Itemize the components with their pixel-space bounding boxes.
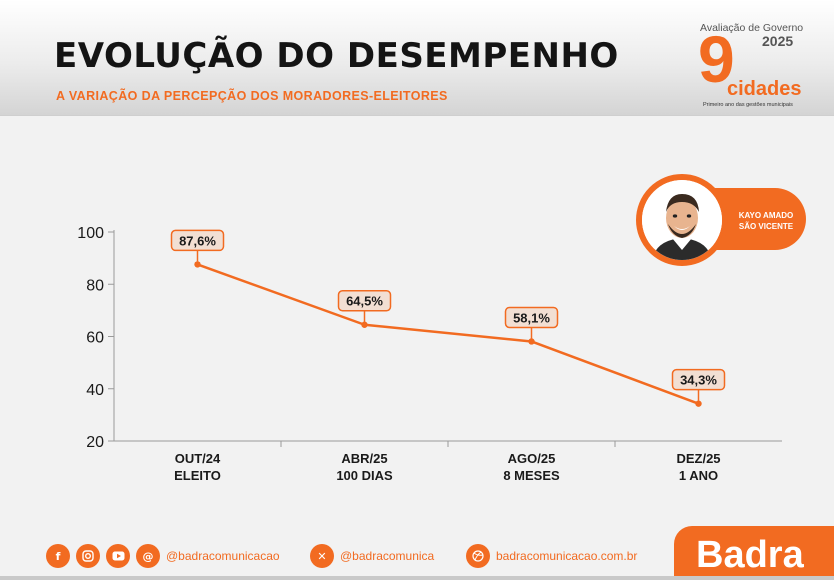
social-group-web: badracomunicacao.com.br — [466, 544, 637, 568]
logo-tagline: Primeiro ano das gestões municipais — [703, 102, 793, 108]
logo-word: cidades — [727, 78, 802, 100]
x-tick-sublabel: 1 ANO — [679, 468, 718, 483]
y-tick-label: 20 — [86, 434, 104, 451]
y-tick-label: 60 — [86, 330, 104, 347]
chart-x-labels: OUT/24 ELEITO ABR/25 100 DIAS AGO/25 8 MESES D… — [174, 451, 720, 483]
portrait-illustration-icon — [642, 180, 722, 260]
logo-year: 2025 — [762, 33, 794, 49]
data-point — [361, 321, 368, 328]
bottom-divider — [0, 576, 834, 580]
value-label: 64,5% — [346, 294, 383, 309]
x-tick-sublabel: 8 MESES — [503, 468, 560, 483]
y-tick-label: 80 — [86, 277, 104, 294]
data-point — [528, 338, 535, 345]
value-label-box — [504, 306, 559, 329]
value-label: 87,6% — [179, 233, 216, 248]
badge-name: KAYO AMADO SÃO VICENTE — [726, 210, 806, 232]
website-link[interactable]: badracomunicacao.com.br — [496, 549, 638, 563]
facebook-icon[interactable]: f — [46, 544, 70, 568]
x-tick-sublabel: ELEITO — [174, 468, 221, 483]
x-tick-sublabel: 100 DIAS — [336, 468, 393, 483]
x-tick-label: AGO/25 — [508, 451, 556, 466]
chart-y-ticks: 20 40 60 80 100 — [77, 225, 114, 451]
series-line — [197, 263, 699, 405]
mayor-badge: KAYO AMADO SÃO VICENTE — [636, 174, 808, 266]
x-tick-label: ABR/25 — [341, 451, 387, 466]
chart-axes — [113, 230, 782, 447]
value-label-box — [671, 368, 726, 391]
data-point — [194, 261, 201, 268]
chart-series — [194, 261, 702, 407]
line-chart: 20 40 60 80 100 OUT/24 ELEITO ABR/25 100 DIAS AG… — [77, 225, 782, 483]
dribbble-icon[interactable] — [466, 544, 490, 568]
badge-name-line1: KAYO AMADO — [738, 211, 794, 220]
instagram-icon[interactable] — [76, 544, 100, 568]
social-group-main: f @ @badracomunicacao — [46, 544, 280, 568]
header: EVOLUÇÃO DO DESEMPENHO A VARIAÇÃO DA PER… — [0, 0, 834, 116]
badge-name-line2: SÃO VICENTE — [738, 222, 794, 231]
y-tick-label: 100 — [77, 225, 104, 242]
threads-icon[interactable]: @ — [136, 544, 160, 568]
brand-logo: Badra — [696, 534, 804, 576]
social-group-x: ✕ @badracomunica — [310, 544, 434, 568]
data-point — [695, 400, 702, 407]
page-title: EVOLUÇÃO DO DESEMPENHO — [54, 36, 619, 76]
x-tick-label: OUT/24 — [175, 451, 221, 466]
logo-number: 9 — [698, 22, 735, 96]
x-icon[interactable]: ✕ — [310, 544, 334, 568]
y-tick-label: 40 — [86, 382, 104, 399]
social-handle-main[interactable]: @badracomunicacao — [166, 549, 280, 563]
footer: f @ @badracomunicacao ✕ @badracomunica b… — [0, 520, 834, 580]
value-label: 58,1% — [513, 310, 550, 325]
brand-block: Badra — [674, 526, 834, 580]
x-tick-label: DEZ/25 — [676, 451, 720, 466]
logo-caption: Avaliação de Governo — [700, 22, 804, 34]
mayor-portrait — [642, 180, 722, 260]
youtube-icon[interactable] — [106, 544, 130, 568]
chart-value-labels: 87,6% 64,5% 58,1% 34,3% — [170, 229, 726, 401]
value-label-box — [337, 289, 392, 312]
page-subtitle: A VARIAÇÃO DA PERCEPÇÃO DOS MORADORES-EL… — [56, 89, 448, 103]
value-label: 34,3% — [680, 373, 717, 388]
social-handle-x[interactable]: @badracomunica — [340, 549, 435, 563]
value-label-box — [170, 229, 225, 252]
